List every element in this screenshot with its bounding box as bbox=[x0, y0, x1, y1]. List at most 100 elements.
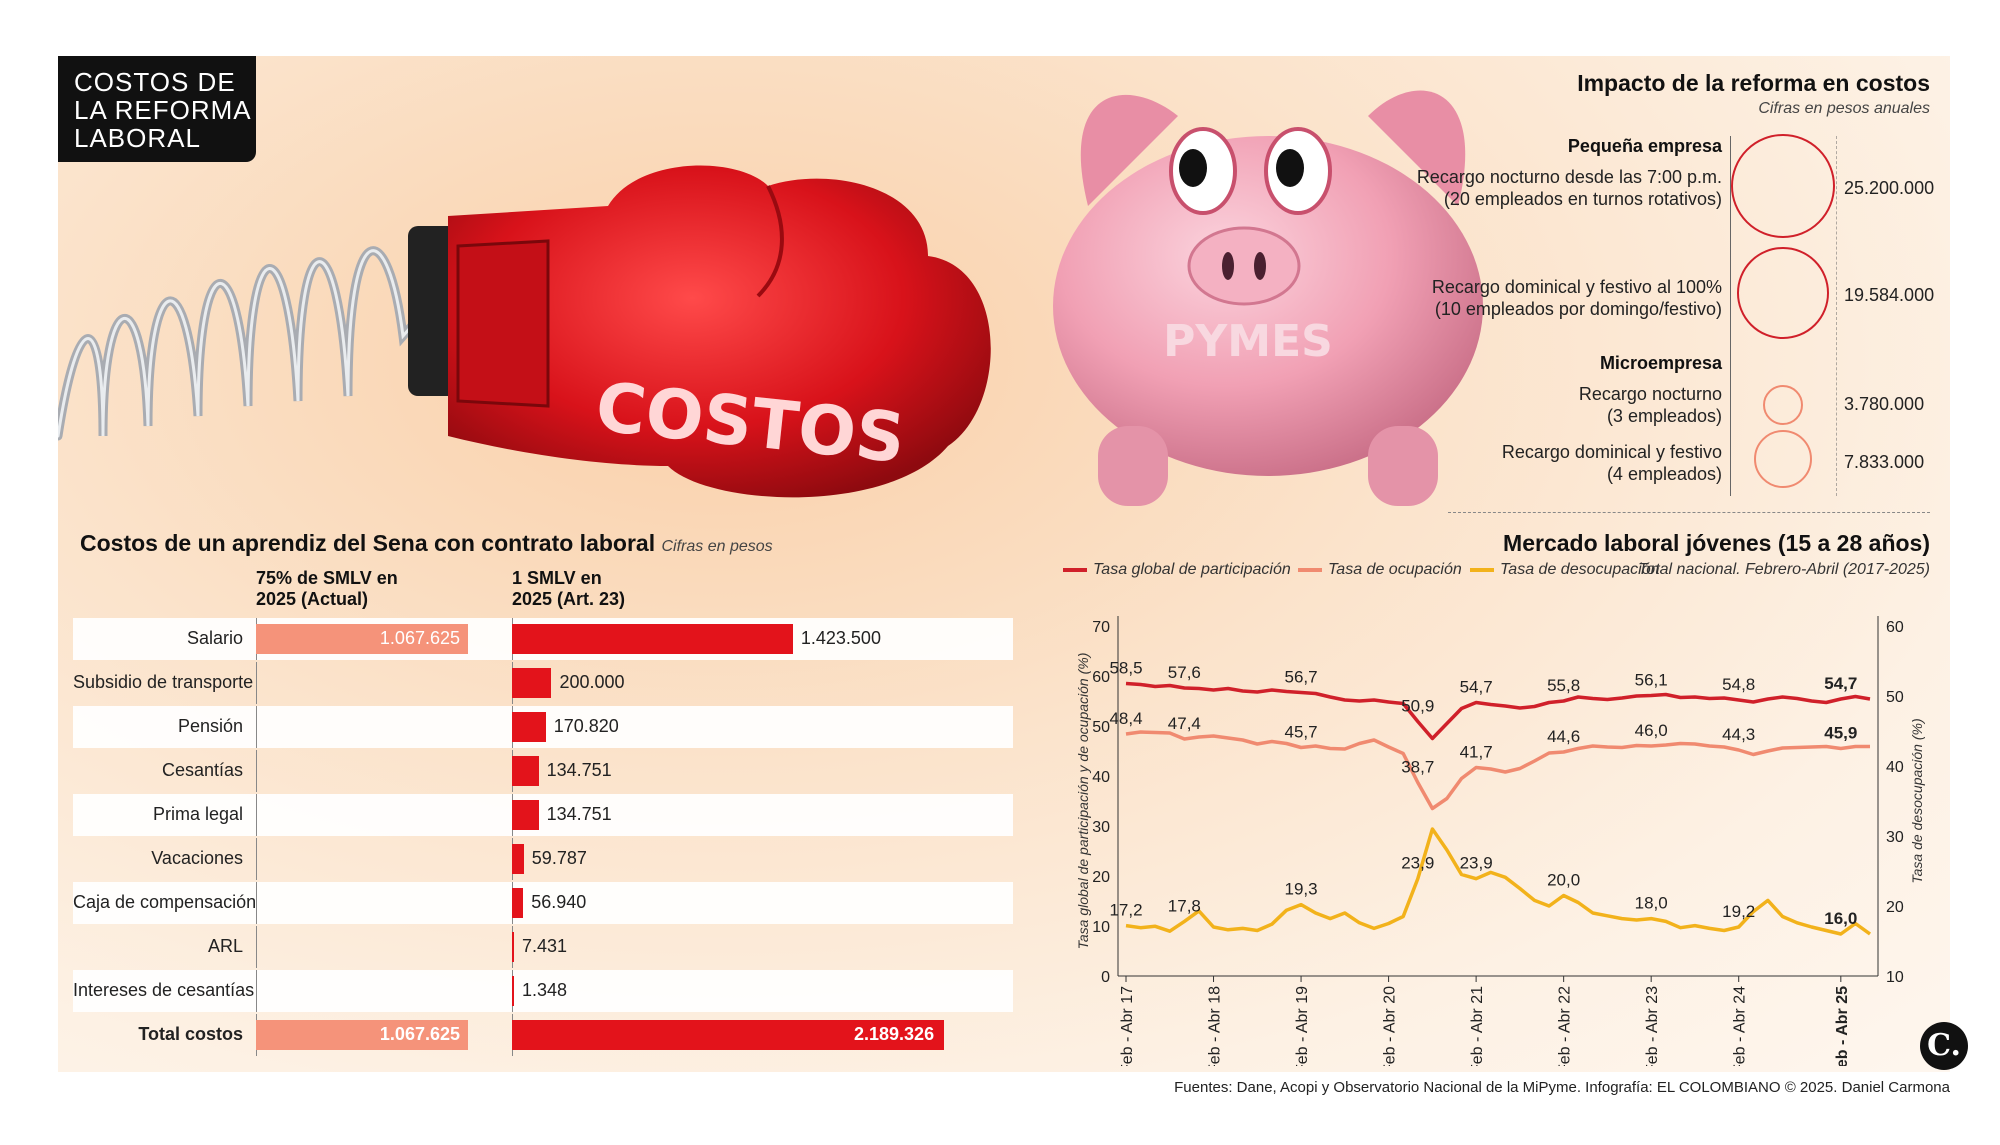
point-label: 41,7 bbox=[1460, 743, 1493, 762]
point-label: 45,9 bbox=[1824, 724, 1857, 743]
badge-line-2: LA REFORMA bbox=[74, 95, 252, 125]
left-tick-label: 70 bbox=[1092, 619, 1110, 636]
col-head-actual: 75% de SMLV en 2025 (Actual) bbox=[256, 568, 398, 609]
point-label: 16,0 bbox=[1824, 909, 1857, 928]
left-tick-label: 10 bbox=[1092, 919, 1110, 936]
boxing-glove-illustration: COSTOS bbox=[408, 165, 991, 498]
bar-new bbox=[512, 976, 514, 1006]
group-pequena: Pequeña empresa bbox=[1567, 136, 1722, 156]
bar-new-label: 200.000 bbox=[559, 672, 625, 692]
x-tick-label: Feb - Abr 23 bbox=[1644, 986, 1661, 1066]
point-label: 48,4 bbox=[1109, 709, 1142, 728]
bar-new bbox=[512, 624, 793, 654]
left-tick-label: 30 bbox=[1092, 819, 1110, 836]
legend-swatch-desocupacion bbox=[1470, 567, 1494, 572]
point-label: 45,7 bbox=[1285, 723, 1318, 742]
costos-category-label: ARL bbox=[207, 936, 243, 956]
costos-row: Subsidio de transporte 200.000 bbox=[73, 662, 1013, 704]
costos-axis-line bbox=[256, 750, 257, 792]
costos-row: Intereses de cesantías 1.348 bbox=[73, 970, 1013, 1012]
value-micro-2: 7.833.000 bbox=[1844, 452, 1925, 472]
point-label: 18,0 bbox=[1635, 894, 1668, 913]
point-label: 56,1 bbox=[1635, 671, 1668, 690]
point-label: 17,8 bbox=[1168, 896, 1201, 915]
bar-new bbox=[512, 1020, 944, 1050]
right-axis-label: Tasa de desocupación (%) bbox=[1909, 718, 1925, 883]
x-tick-label: Feb - Abr 22 bbox=[1557, 986, 1574, 1066]
point-label: 46,0 bbox=[1635, 721, 1668, 740]
legend-ocupacion: Tasa de ocupación bbox=[1298, 561, 1462, 579]
point-label: 23,9 bbox=[1401, 854, 1434, 873]
bar-new-label: 134.751 bbox=[546, 804, 612, 824]
point-label: 55,8 bbox=[1547, 676, 1580, 695]
costos-row: Cesantías 134.751 bbox=[73, 750, 1013, 792]
impacto-subtitle: Cifras en pesos anuales bbox=[1758, 100, 1930, 117]
point-label: 17,2 bbox=[1109, 901, 1142, 920]
x-tick-label: Feb - Abr 18 bbox=[1207, 986, 1224, 1066]
mercado-note: Total nacional. Febrero-Abril (2017-2025… bbox=[1637, 561, 1930, 578]
costos-row: Vacaciones 59.787 bbox=[73, 838, 1013, 880]
costos-row: ARL 7.431 bbox=[73, 926, 1013, 968]
spring-illustration bbox=[58, 246, 443, 441]
costos-row: Total costos 1.067.625 2.189.326 bbox=[73, 1014, 1013, 1056]
value-pequena-1: 25.200.000 bbox=[1844, 178, 1935, 198]
bar-new-label: 7.431 bbox=[522, 936, 568, 956]
line-participacion bbox=[1125, 681, 1871, 741]
x-tick-label: Feb - Abr 17 bbox=[1119, 986, 1136, 1066]
point-label: 23,9 bbox=[1460, 854, 1493, 873]
left-tick-label: 60 bbox=[1092, 669, 1110, 686]
left-tick-label: 40 bbox=[1092, 769, 1110, 786]
bar-new-label: 56.940 bbox=[531, 892, 587, 912]
legend-swatch-participacion bbox=[1063, 567, 1087, 572]
footer-sources: Fuentes: Dane, Acopi y Observatorio Naci… bbox=[1174, 1079, 1950, 1096]
costos-category-label: Subsidio de transporte bbox=[73, 672, 254, 692]
costos-category-label: Vacaciones bbox=[151, 848, 243, 868]
badge-line-1: COSTOS DE bbox=[74, 67, 236, 97]
x-tick-label: Feb - Abr 24 bbox=[1732, 986, 1749, 1066]
legend-swatch-ocupacion bbox=[1298, 567, 1322, 572]
legend-participacion: Tasa global de participación bbox=[1063, 561, 1291, 579]
costos-axis-line bbox=[256, 794, 257, 836]
point-label: 58,5 bbox=[1109, 659, 1142, 678]
point-label: 54,8 bbox=[1722, 675, 1755, 694]
line-ocupacion bbox=[1125, 730, 1870, 811]
title-badge: COSTOS DE LA REFORMA LABORAL bbox=[58, 56, 256, 162]
mercado-title: Mercado laboral jóvenes (15 a 28 años) bbox=[1503, 530, 1930, 556]
point-label: 44,6 bbox=[1547, 727, 1580, 746]
point-label: 56,7 bbox=[1285, 668, 1318, 687]
bar-new-label: 59.787 bbox=[531, 848, 587, 868]
pig-label: PYMES bbox=[1163, 316, 1333, 367]
costos-axis-line bbox=[256, 706, 257, 748]
bar-actual-label: 1.067.625 bbox=[379, 628, 460, 648]
costos-row: Caja de compensación 56.940 bbox=[73, 882, 1013, 924]
costos-row: Pensión 170.820 bbox=[73, 706, 1013, 748]
point-label: 38,7 bbox=[1401, 758, 1434, 777]
costos-row: Prima legal 134.751 bbox=[73, 794, 1013, 836]
costos-axis-line bbox=[256, 926, 257, 968]
costos-category-label: Caja de compensación bbox=[73, 892, 257, 912]
costos-axis-line bbox=[256, 662, 257, 704]
point-label: 44,3 bbox=[1722, 725, 1755, 744]
x-tick-label: Feb - Abr 19 bbox=[1294, 986, 1311, 1066]
costos-row: Salario 1.067.625 1.423.500 bbox=[73, 618, 1013, 660]
costos-subtitle: Cifras en pesos bbox=[661, 538, 773, 555]
right-tick-label: 40 bbox=[1886, 759, 1904, 776]
point-label: 54,7 bbox=[1460, 678, 1493, 697]
bar-actual: 1.067.625 bbox=[256, 1020, 468, 1050]
impacto-divider-2 bbox=[1836, 136, 1838, 496]
costos-category-label: Pensión bbox=[177, 716, 243, 736]
point-label: 19,3 bbox=[1285, 880, 1318, 899]
left-tick-label: 0 bbox=[1101, 969, 1110, 986]
point-label: 47,4 bbox=[1168, 714, 1201, 733]
section-divider bbox=[1448, 512, 1930, 513]
el-colombiano-logo: C. bbox=[1920, 1022, 1968, 1070]
costos-axis-line bbox=[256, 970, 257, 1012]
group-micro: Microempresa bbox=[1599, 353, 1722, 373]
legend-desocupacion: Tasa de desocupación bbox=[1470, 561, 1660, 579]
bar-new-label: 134.751 bbox=[546, 760, 612, 780]
bar-new bbox=[512, 888, 524, 918]
bar-new bbox=[512, 844, 524, 874]
item-pequena-2: Recargo dominical y festivo al 100% (10 e… bbox=[1431, 277, 1722, 319]
x-tick-label: Feb - Abr 20 bbox=[1382, 986, 1399, 1066]
item-micro-1: Recargo nocturno (3 empleados) bbox=[1578, 384, 1722, 426]
